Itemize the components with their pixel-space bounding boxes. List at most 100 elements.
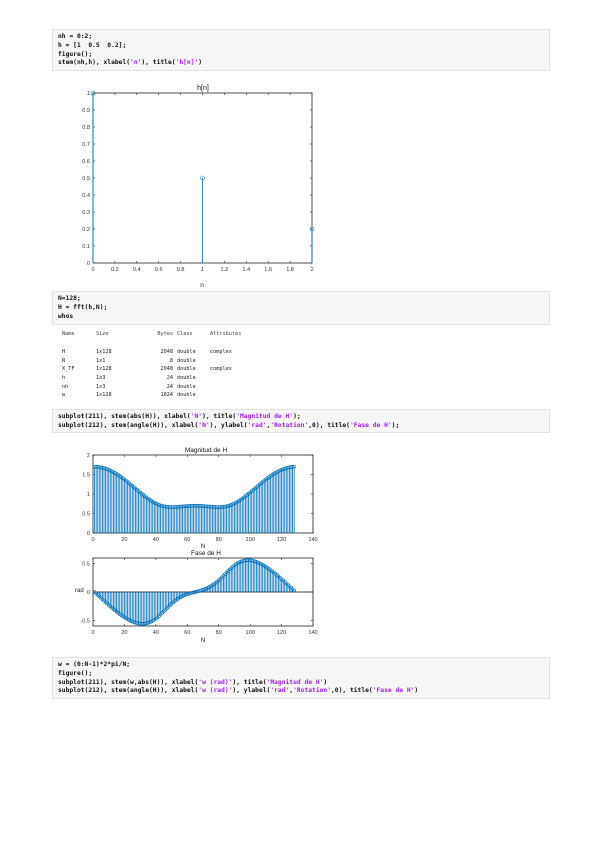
- code-token: );: [293, 413, 301, 420]
- whos-cell: double: [177, 349, 196, 356]
- y-tick-label: 0.7: [82, 142, 90, 148]
- x-tick-label: 1.8: [286, 267, 294, 273]
- whos-cell: double: [177, 383, 196, 390]
- y-tick-label: 2: [87, 453, 90, 459]
- x-tick-label: 80: [216, 630, 222, 636]
- code-token: w = (0:N-1)*2*pi/N;: [58, 661, 131, 668]
- x-tick-label: 40: [153, 537, 159, 543]
- code-lines: N=128; H = fft(h,N); whos: [58, 295, 549, 321]
- whos-cell: 1x128: [96, 349, 112, 356]
- code-line: subplot(212), stem(angle(H)), xlabel('w …: [58, 687, 549, 696]
- x-tick-label: 0: [91, 267, 94, 273]
- code-lines: subplot(211), stem(abs(H)), xlabel('N'),…: [58, 413, 549, 431]
- x-tick-label: 120: [277, 630, 286, 636]
- whos-row: H 1x128 2048 double complex: [62, 348, 241, 357]
- code-line: h = [1 0.5 0.2];: [58, 42, 549, 51]
- code-lines: nh = 0:2; h = [1 0.5 0.2]; figure(); stem(n…: [58, 33, 549, 68]
- code-string: 'n': [130, 59, 142, 67]
- whos-cell: double: [177, 366, 196, 373]
- y-axis-label: rad: [75, 588, 84, 594]
- whos-cell: 1024: [160, 392, 174, 399]
- y-tick-label: 0.1: [82, 244, 90, 250]
- y-tick-label: 1.5: [82, 473, 90, 479]
- code-token: subplot(212), stem(angle(H)), xlabel(: [58, 687, 199, 695]
- stem-marker: [292, 588, 296, 593]
- stem-marker: [157, 502, 161, 507]
- code-token: stem(nh,h), xlabel(: [58, 59, 131, 67]
- code-token: H = fft(h,N);: [58, 303, 108, 311]
- code-line: stem(nh,h), xlabel('n'), title('h[n]'): [58, 59, 549, 68]
- x-tick-label: 1: [201, 267, 204, 273]
- x-tick-label: 140: [308, 630, 317, 636]
- y-tick-label: 0.3: [82, 210, 90, 216]
- stem-marker: [292, 464, 296, 469]
- code-token: ,0), title(: [331, 687, 373, 695]
- whos-cell: [210, 391, 241, 400]
- whos-cell: double: [177, 357, 196, 364]
- code-block-4[interactable]: w = (0:N-1)*2*pi/N; figure(); subplot(211)…: [52, 657, 550, 699]
- code-block-3[interactable]: subplot(211), stem(abs(H)), xlabel('N'),…: [52, 409, 550, 433]
- whos-cell: 2048: [160, 349, 174, 356]
- code-token: ), title(: [202, 413, 237, 420]
- code-lines: w = (0:N-1)*2*pi/N; figure(); subplot(211)…: [58, 661, 549, 696]
- stem-marker: [187, 591, 191, 596]
- x-tick-label: 60: [184, 630, 190, 636]
- y-tick-label: 0: [87, 590, 90, 596]
- whos-cell: h: [62, 375, 66, 382]
- stem-marker: [190, 591, 194, 595]
- x-tick-label: 0.8: [177, 267, 185, 273]
- stem-marker: [103, 466, 108, 471]
- code-token: whos: [58, 312, 74, 320]
- chart-title: Fase de H: [191, 550, 221, 557]
- stem-marker: [185, 592, 190, 597]
- code-string: 'w (rad)': [198, 678, 233, 686]
- whos-row: nh 1x3 24 double: [62, 382, 241, 391]
- whos-cell: w: [62, 392, 66, 399]
- x-tick-label: 40: [153, 630, 159, 636]
- code-string: 'w (rad)': [198, 687, 233, 695]
- code-token: figure();: [58, 669, 93, 677]
- whos-cell: 1x3: [96, 375, 106, 382]
- code-token: );: [391, 421, 400, 429]
- whos-cell: 1x1: [96, 357, 106, 364]
- x-tick-label: 1.4: [242, 267, 250, 273]
- code-string: 'Fase de H': [349, 421, 392, 429]
- x-axis-label: N: [201, 543, 206, 550]
- whos-cell: 24: [166, 375, 173, 382]
- stem-marker: [102, 466, 106, 470]
- x-tick-label: 0.4: [133, 267, 141, 273]
- stem-marker: [99, 465, 103, 470]
- code-token: ,: [289, 687, 294, 695]
- code-token: subplot(211), stem(abs(H)), xlabel(: [58, 413, 191, 420]
- y-tick-label: 0.5: [82, 562, 90, 568]
- tick-group: 0 0.2 0.4 0.6 0.8 1 1.2 1.4 1.6 1.8 2 0 0.1 0.2 0.3 0.4…: [82, 91, 313, 273]
- x-axis-label: n: [200, 282, 204, 289]
- whos-cell: complex: [210, 349, 232, 356]
- code-token: h = [1 0.5 0.2];: [58, 41, 127, 49]
- figure-h-n: h[n] 0 0.2 0.4 0.6 0.8 1 1.2 1.4 1.6 1.8 200.10.20…: [82, 85, 315, 289]
- y-tick-label: 0: [87, 261, 90, 267]
- y-tick-label: 0.6: [82, 159, 90, 165]
- stem-marker: [158, 503, 163, 508]
- code-block-2[interactable]: N=128; H = fft(h,N); whos: [52, 291, 550, 325]
- code-string: 'Rotation': [270, 421, 309, 429]
- x-tick-label: 100: [245, 630, 254, 636]
- code-token: figure();: [58, 50, 93, 58]
- code-token: subplot(212), stem(angle(H)), xlabel(: [58, 421, 199, 429]
- whos-cell: [210, 382, 241, 391]
- code-token: ): [323, 678, 328, 686]
- figure-magnitude-phase: Magnitud de H 0 20 40 60 80 100 120 14000.511.5…: [75, 447, 318, 644]
- x-tick-label: 0: [91, 537, 94, 543]
- x-tick-label: 1.6: [264, 267, 272, 273]
- header-attributes: Attributes: [210, 331, 242, 337]
- code-block-1[interactable]: nh = 0:2; h = [1 0.5 0.2]; figure(); stem(n…: [52, 29, 550, 71]
- stem-marker: [144, 621, 149, 626]
- code-string: 'Rotation': [293, 687, 332, 695]
- stem-marks: [90, 90, 315, 263]
- header-bytes: Bytes: [157, 331, 173, 337]
- whos-cell: [210, 374, 241, 383]
- code-token: ): [414, 687, 419, 695]
- code-token: nh = 0:2;: [58, 33, 93, 40]
- x-tick-label: 80: [216, 537, 222, 543]
- whos-cell: 1x3: [96, 383, 106, 390]
